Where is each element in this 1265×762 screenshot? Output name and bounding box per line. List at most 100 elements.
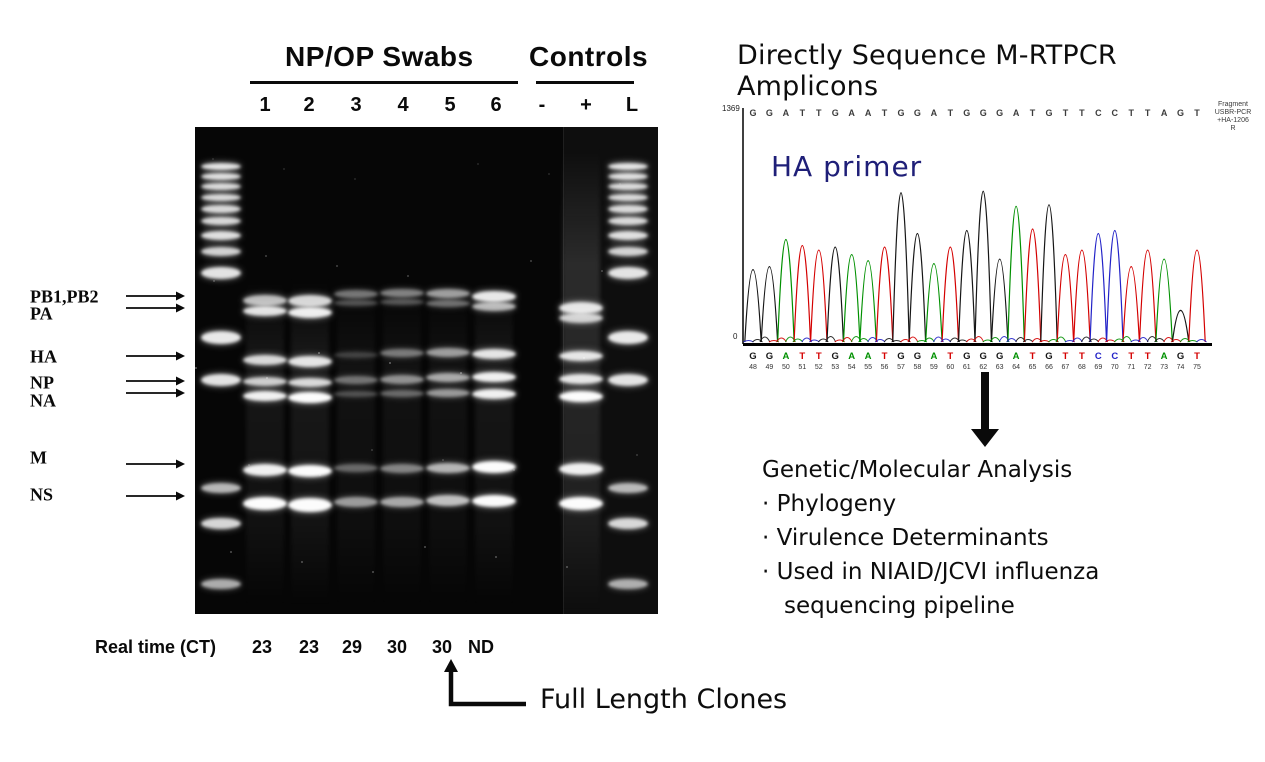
called-base: G <box>897 351 904 362</box>
ct-value-2: 29 <box>341 637 363 657</box>
trace-peak-T72 <box>1138 249 1157 343</box>
chromatogram: 13690GG48GG49AA50TT51TT52GG53AA54AA55TT5… <box>722 104 1212 371</box>
gel-band-pos-control-2 <box>559 351 603 361</box>
trace-noise <box>1015 337 1026 343</box>
trace-noise <box>809 339 820 343</box>
ct-value-5: ND <box>468 637 494 657</box>
y-min-tick: 0 <box>733 332 738 341</box>
gel-band-sample-1-6 <box>243 497 287 510</box>
trace-noise <box>1072 337 1083 343</box>
called-base: T <box>947 351 953 362</box>
trace-noise <box>1170 339 1182 343</box>
gel-speck <box>212 158 214 160</box>
base-position: 75 <box>1193 364 1201 371</box>
called-base: A <box>848 351 855 362</box>
gel-band-ladder-right-12 <box>608 518 648 529</box>
base-position: 74 <box>1177 364 1185 371</box>
lane-label-5: 5 <box>444 94 456 116</box>
lane-label-1: 1 <box>259 94 271 116</box>
full-length-arrow <box>448 671 526 707</box>
gene-label-np: NP <box>30 372 54 393</box>
gel-band-ladder-right-0 <box>608 163 648 170</box>
lane-label-6: 6 <box>490 94 502 116</box>
gel-speck <box>530 260 532 262</box>
gel-band-ladder-right-2 <box>608 183 648 190</box>
trace-noise <box>965 338 977 343</box>
gene-label-na: NA <box>30 390 56 411</box>
trace-noise <box>1130 339 1141 343</box>
gel-band-ladder-right-5 <box>608 217 648 225</box>
gene-arrow-head <box>176 303 185 313</box>
top-seq-base: C <box>1112 108 1119 118</box>
trace-peak-G66 <box>1040 204 1058 343</box>
gel-band-ladder-left-2 <box>201 183 241 190</box>
trace-peak-T60 <box>941 246 960 343</box>
trace-noise <box>1039 340 1050 343</box>
gene-arrow-head <box>176 459 185 469</box>
realtime-ct-label: Real time (CT) <box>95 637 217 657</box>
gel-speck <box>318 352 320 354</box>
gel-band-ladder-left-12 <box>201 518 241 529</box>
gel-band-sample-4-3 <box>380 375 424 384</box>
gel-speck <box>213 280 215 282</box>
gel-band-sample-2-4 <box>288 392 332 403</box>
base-position: 62 <box>979 364 987 371</box>
lane-label-2: 2 <box>303 94 315 116</box>
top-seq-base: G <box>980 108 987 118</box>
gel-band-ladder-left-13 <box>201 579 241 589</box>
gel-band-ladder-left-6 <box>201 231 241 240</box>
gel-band-sample-6-2 <box>472 349 516 359</box>
analysis-title: Genetic/Molecular Analysis <box>762 457 1073 483</box>
trace-noise <box>874 339 886 343</box>
gel-band-sample-3-1 <box>334 300 378 306</box>
trace-noise <box>900 339 911 343</box>
trace-noise <box>1179 338 1191 343</box>
trace-noise <box>867 337 878 343</box>
gel-band-sample-4-5 <box>380 464 424 473</box>
trace-noise <box>1113 338 1125 343</box>
gel-band-pos-control-0 <box>559 302 603 314</box>
trace-peak-G62 <box>974 190 992 343</box>
gel-band-ladder-right-7 <box>608 247 648 256</box>
gel-band-ladder-left-5 <box>201 217 241 225</box>
analysis-bullet: · Virulence Determinants <box>762 525 1049 551</box>
base-position: 52 <box>815 364 823 371</box>
gel-lane-smear-sample-1 <box>246 277 284 607</box>
gel-band-ladder-right-1 <box>608 173 648 180</box>
down-arrow-head <box>971 429 999 447</box>
trace-noise <box>957 339 968 343</box>
gel-band-sample-4-6 <box>380 497 424 507</box>
top-seq-base: C <box>1095 108 1102 118</box>
called-base: A <box>865 351 872 362</box>
gel-band-sample-1-0 <box>243 295 287 306</box>
top-seq-base: G <box>897 108 904 118</box>
gel-band-sample-4-1 <box>380 299 424 305</box>
chromatogram-baseline <box>743 343 1212 346</box>
called-base: G <box>749 351 756 362</box>
top-seq-base: T <box>1194 108 1200 118</box>
right-panel-title: Directly Sequence M-RTPCR Amplicons <box>737 40 1117 102</box>
gel-lane-smear-sample-6 <box>475 277 513 607</box>
base-position: 71 <box>1127 364 1135 371</box>
trace-peak-G63 <box>990 258 1009 343</box>
called-base: G <box>1177 351 1184 362</box>
ct-value-0: 23 <box>251 637 273 657</box>
gene-label-pa: PA <box>30 303 53 324</box>
gel-speck <box>248 464 250 466</box>
called-base: T <box>1145 351 1151 362</box>
gel-band-sample-5-3 <box>426 373 470 382</box>
base-position: 63 <box>996 364 1004 371</box>
top-seq-base: T <box>1030 108 1036 118</box>
trace-peak-A64 <box>1007 205 1025 343</box>
gel-band-ladder-right-4 <box>608 205 648 213</box>
trace-peak-A59 <box>925 263 943 343</box>
trace-noise <box>743 340 754 343</box>
gel-band-sample-2-3 <box>288 378 332 387</box>
gel-speck <box>477 163 479 165</box>
top-seq-base: A <box>848 108 855 118</box>
gel-band-sample-2-6 <box>288 498 332 512</box>
gel-speck <box>336 265 338 267</box>
gel-band-sample-2-1 <box>288 307 332 318</box>
trace-noise <box>1154 338 1165 343</box>
base-position: 54 <box>848 364 856 371</box>
